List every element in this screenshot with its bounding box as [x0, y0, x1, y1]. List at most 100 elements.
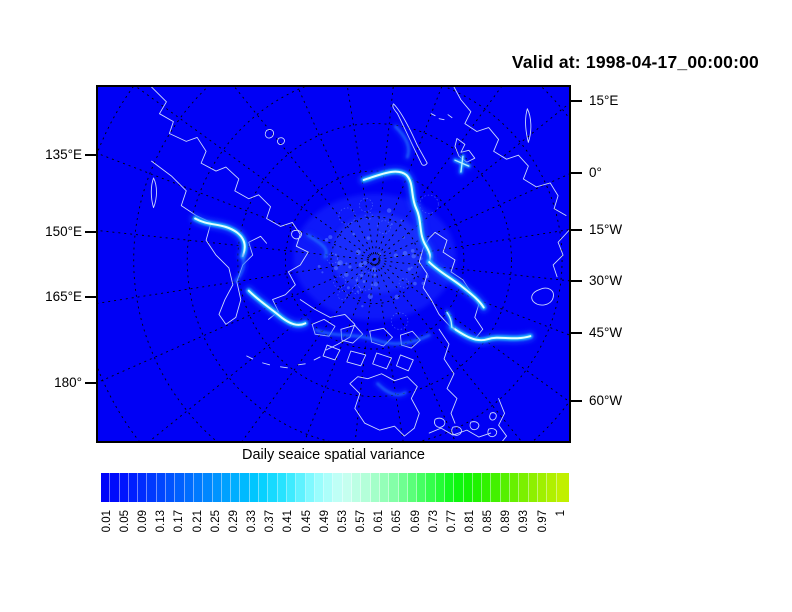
coastline-path	[151, 87, 309, 253]
coastline-path	[552, 229, 569, 278]
colorbar-segment	[286, 473, 297, 502]
right-axis-tick-label: 15°E	[589, 93, 619, 108]
colorbar-caption: Daily seaice spatial variance	[242, 447, 425, 463]
coastline-path	[430, 113, 453, 121]
plot-title: Valid at: 1998-04-17_00:00:00	[511, 52, 759, 72]
colorbar-tick-label: 0.73	[427, 510, 440, 533]
right-axis-tick-mark	[571, 280, 582, 282]
colorbar-segment	[435, 473, 445, 502]
right-axis-tick-mark	[571, 172, 582, 174]
variance-region-kara-north-faint	[392, 123, 413, 161]
coastline-path	[322, 344, 341, 361]
right-axis-tick-label: 45°W	[589, 325, 623, 340]
parallel-circle	[330, 216, 419, 304]
right-axis-tick-label: 60°W	[589, 393, 623, 408]
colorbar-tick-label: 0.89	[500, 510, 513, 533]
colorbar-tick-label: 0.85	[482, 510, 495, 533]
variance-region-svalbard-spot	[451, 152, 473, 176]
variance-region-bering-sea-ice-edge	[243, 285, 311, 331]
colorbar-segment	[547, 473, 557, 502]
colorbar-segment	[212, 473, 222, 502]
colorbar-segment	[352, 473, 362, 502]
right-axis-tick-mark	[571, 229, 582, 231]
coastline-path	[264, 129, 285, 145]
colorbar-tick-label: 0.49	[318, 510, 331, 533]
colorbar-tick-label: 0.97	[536, 510, 549, 533]
right-axis-tick-mark	[571, 100, 582, 102]
colorbar-segment	[110, 473, 120, 502]
colorbar-tick-label: 0.57	[355, 510, 368, 533]
coastline-path	[349, 373, 420, 437]
colorbar-segment	[203, 473, 213, 502]
colorbar-segment	[519, 473, 529, 502]
colorbar-segment	[259, 473, 269, 502]
colorbar-tick-label: 1	[554, 510, 567, 517]
colorbar-tick-label: 0.61	[373, 510, 386, 533]
variance-region-okhotsk-tail	[232, 252, 248, 285]
coastline-path	[531, 287, 554, 306]
colorbar-segment	[370, 473, 380, 502]
colorbar-segment	[426, 473, 436, 502]
left-axis-tick-mark	[85, 154, 96, 156]
left-axis-tick-label: 180°	[54, 375, 82, 390]
variance-region-barents-kara-ice-edge	[358, 166, 436, 268]
right-axis-tick-mark	[571, 400, 582, 402]
colorbar-segment	[175, 473, 185, 502]
right-axis-tick-mark	[571, 332, 582, 334]
colorbar-segment	[119, 473, 129, 502]
variance-region-east-greenland-ice-edge	[423, 256, 490, 313]
colorbar-tick-label: 0.45	[300, 510, 313, 533]
colorbar-tick-label: 0.93	[518, 510, 531, 533]
coastline-path	[434, 417, 498, 438]
colorbar-tick-label: 0.81	[464, 510, 476, 533]
coastline-path	[454, 137, 476, 163]
right-axis-tick-label: 15°W	[589, 222, 623, 237]
left-axis-tick-mark	[85, 382, 96, 384]
colorbar-segment	[379, 473, 390, 502]
variance-region-davis-strait-labrador-ice-edge	[446, 321, 536, 346]
colorbar-segment	[101, 473, 111, 502]
coastline-path	[453, 87, 567, 216]
colorbar-segment	[268, 473, 278, 502]
colorbar-segment	[128, 473, 139, 502]
colorbar-segment	[417, 473, 427, 502]
colorbar-segment	[314, 473, 325, 502]
parallel-circle	[133, 87, 569, 441]
variance-region-chukchi-patch	[304, 231, 330, 261]
colorbar-segment	[472, 473, 483, 502]
colorbar-tick-label: 0.65	[391, 510, 404, 533]
colorbar-segment	[500, 473, 511, 502]
parallel-circle	[284, 170, 465, 350]
colorbar-segment	[138, 473, 148, 502]
colorbar-tick-label: 0.77	[445, 510, 458, 533]
left-axis-tick-label: 150°E	[45, 224, 82, 239]
coastline-path	[291, 229, 302, 240]
polar-map	[98, 87, 569, 441]
colorbar-segment	[510, 473, 520, 502]
colorbar-tick-label: 0.69	[409, 510, 422, 533]
colorbar-segment	[147, 473, 157, 502]
colorbar-tick-label: 0.13	[155, 510, 168, 533]
colorbar-segment	[342, 473, 353, 502]
colorbar-segment	[528, 473, 538, 502]
coastline-path	[525, 108, 532, 143]
right-axis-tick-label: 30°W	[589, 273, 623, 288]
coastline-path	[428, 427, 492, 438]
colorbar-segment	[389, 473, 399, 502]
colorbar-segment	[454, 473, 464, 502]
colorbar-tick-label: 0.29	[227, 510, 240, 533]
colorbar-tick-label: 0.37	[264, 510, 277, 533]
colorbar-segment	[361, 473, 371, 502]
left-axis-tick-label: 135°E	[45, 147, 82, 162]
colorbar-segment	[296, 473, 306, 502]
variance-region-baffin-glow	[443, 308, 456, 332]
meridian-line	[234, 87, 522, 441]
colorbar-segment	[444, 473, 455, 502]
colorbar-segment	[184, 473, 194, 502]
left-axis-tick-mark	[85, 296, 96, 298]
coastline-path	[246, 355, 321, 369]
colorbar-segment	[556, 473, 569, 502]
colorbar-segment	[231, 473, 241, 502]
coastline-path	[299, 299, 356, 351]
